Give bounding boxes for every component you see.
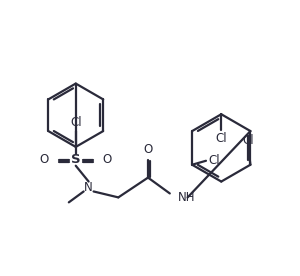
- Text: Cl: Cl: [208, 154, 220, 167]
- Text: S: S: [71, 153, 81, 166]
- Text: N: N: [84, 181, 93, 194]
- Text: O: O: [40, 153, 49, 166]
- Text: Cl: Cl: [243, 134, 254, 147]
- Text: Cl: Cl: [70, 116, 82, 129]
- Text: O: O: [143, 143, 153, 156]
- Text: Cl: Cl: [215, 132, 227, 145]
- Text: NH: NH: [178, 191, 195, 204]
- Text: O: O: [103, 153, 112, 166]
